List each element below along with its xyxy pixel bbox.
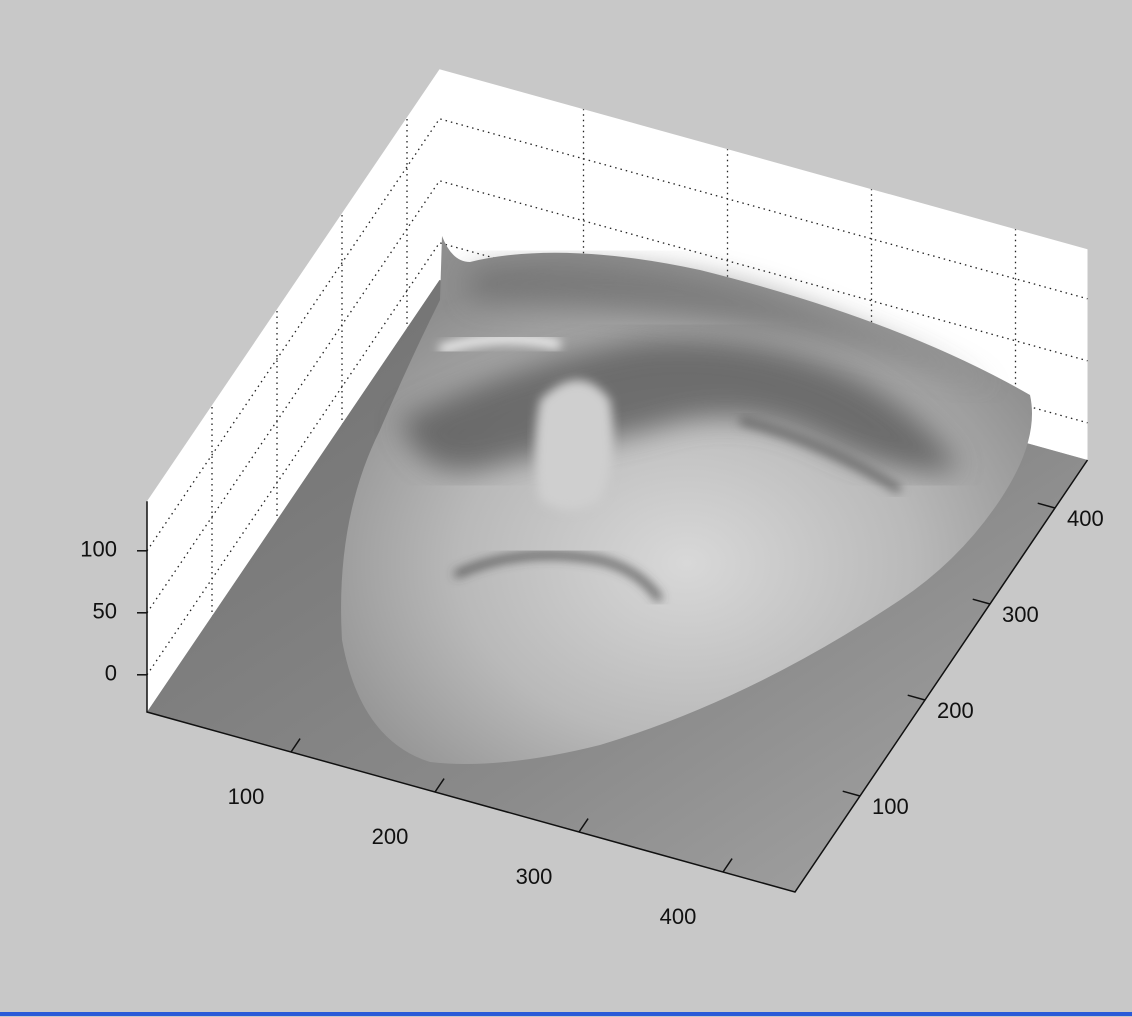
surface: [341, 236, 1032, 764]
x-tick: [722, 858, 733, 873]
x-tick: [290, 738, 301, 753]
x-tick: [434, 778, 445, 793]
y-tick-label: 200: [937, 698, 974, 723]
mouth: [453, 552, 663, 602]
axis-line: [146, 459, 1089, 893]
x-tick-label: 200: [372, 824, 409, 849]
wall: [147, 69, 440, 712]
surface-shape: [341, 236, 1032, 764]
z-tick-label: 0: [105, 661, 117, 686]
x-tick: [578, 818, 589, 833]
y-tick-label: 100: [872, 794, 909, 819]
eye: [438, 333, 562, 355]
y-tick: [1037, 502, 1056, 509]
surface-shadow: [470, 263, 1000, 390]
y-tick: [907, 694, 926, 701]
x-tick-label: 400: [660, 904, 697, 929]
x-tick-label: 300: [516, 864, 553, 889]
eye: [739, 416, 903, 494]
z-tick-label: 50: [93, 599, 117, 624]
x-tick-label: 100: [228, 784, 265, 809]
y-tick: [972, 598, 991, 605]
z-tick-label: 100: [80, 537, 117, 562]
nose: [535, 380, 614, 510]
y-tick-label: 400: [1067, 506, 1104, 531]
axes: 100 200 300 400 100 200 300 400 0 50 100: [80, 459, 1104, 929]
y-tick-label: 300: [1002, 602, 1039, 627]
y-tick: [842, 790, 861, 797]
